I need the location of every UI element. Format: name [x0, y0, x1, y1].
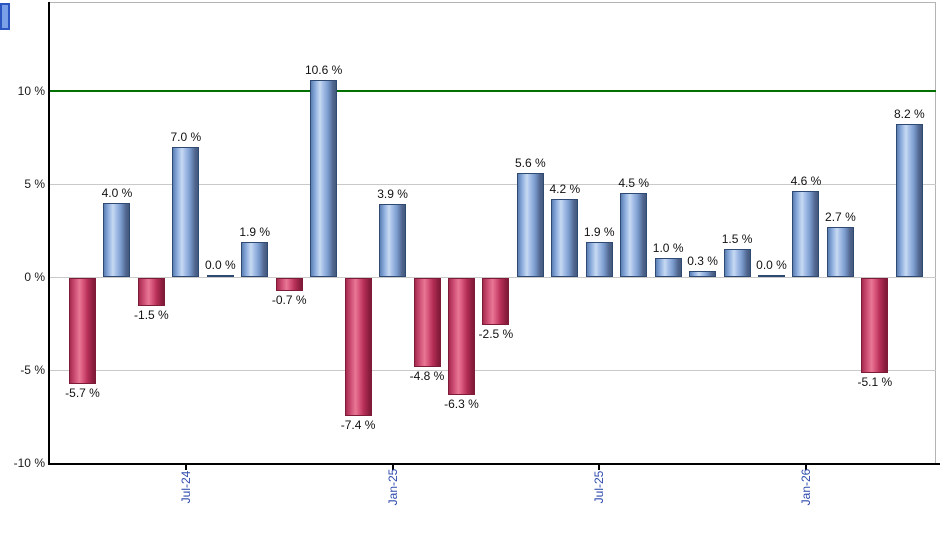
positive-bar [689, 271, 717, 277]
bar-value-label: 4.6 % [790, 174, 822, 188]
negative-bar [344, 278, 372, 416]
positive-bar [895, 124, 923, 277]
bar-value-label: 1.9 % [239, 225, 271, 239]
bar-value-label: 8.2 % [893, 107, 925, 121]
negative-bar [275, 278, 303, 291]
x-axis-line [48, 463, 940, 465]
bar-value-label: 1.0 % [652, 241, 684, 255]
bar-value-label: -7.4 % [340, 418, 376, 432]
bar-value-label: -6.3 % [444, 397, 479, 411]
negative-bar [69, 278, 96, 384]
y-gridline [50, 277, 936, 278]
positive-bar [654, 258, 682, 277]
y-gridline [50, 184, 936, 185]
positive-bar [723, 249, 751, 277]
bar-value-label: 1.9 % [583, 225, 615, 239]
positive-bar [103, 203, 131, 277]
negative-bar [447, 278, 475, 395]
positive-bar [206, 275, 234, 277]
negative-bar [482, 278, 510, 325]
positive-bar [758, 275, 785, 277]
bar-value-label: 1.5 % [721, 232, 753, 246]
y-axis-tick-label: 5 % [24, 177, 45, 191]
x-axis-tick-label: Jan-25 [385, 468, 400, 506]
positive-bar [172, 147, 200, 277]
bar-value-label: 10.6 % [304, 63, 343, 77]
bar-value-label: 4.5 % [618, 176, 650, 190]
plot-frame-top [50, 2, 936, 3]
bar-value-label: 0.0 % [204, 258, 236, 272]
positive-bar [620, 193, 648, 277]
bar-value-label: -1.5 % [134, 308, 169, 322]
positive-bar [241, 242, 269, 277]
bar-value-label: -4.8 % [409, 369, 445, 383]
positive-bar [551, 199, 579, 277]
x-axis-tick [391, 465, 394, 470]
y-axis-tick-label: 0 % [24, 270, 45, 284]
x-axis-tick [804, 465, 807, 470]
positive-bar [310, 80, 338, 277]
positive-bar [826, 227, 854, 277]
y-gridline [50, 370, 936, 371]
bar-value-label: 0.0 % [756, 258, 787, 272]
x-axis-tick [184, 465, 187, 470]
negative-bar [137, 278, 165, 306]
x-axis-tick [598, 465, 601, 470]
bar-value-label: 3.9 % [377, 187, 408, 201]
x-axis-tick-label: Jan-26 [798, 468, 813, 506]
x-axis-tick-label: Jul-24 [178, 470, 193, 504]
negative-bar [413, 278, 441, 367]
bar-value-label: 4.2 % [549, 182, 581, 196]
bar-value-label: 5.6 % [515, 156, 546, 170]
y-axis-tick-label: -10 % [13, 456, 45, 470]
y-axis-line [48, 2, 50, 465]
y-axis-tick-label: -5 % [20, 363, 45, 377]
positive-bar [585, 242, 613, 277]
screen-edge-artifact [0, 3, 10, 30]
bar-value-label: -2.5 % [478, 327, 514, 341]
y-axis-tick-label: 10 % [17, 84, 45, 98]
bar-value-label: 0.3 % [687, 254, 718, 268]
bar-value-label: -5.1 % [857, 375, 893, 389]
bar-value-label: 7.0 % [170, 130, 202, 144]
positive-bar [792, 191, 820, 277]
bar-value-label: 4.0 % [101, 186, 133, 200]
reference-line-10pct [50, 90, 936, 92]
positive-bar [516, 173, 544, 277]
bar-value-label: 2.7 % [825, 210, 856, 224]
plot-frame-right [935, 2, 936, 463]
bar-value-label: -5.7 % [65, 386, 100, 400]
x-axis-tick-label: Jul-25 [592, 470, 607, 504]
positive-bar [379, 204, 407, 277]
negative-bar [861, 278, 889, 373]
bar-value-label: -0.7 % [271, 293, 307, 307]
